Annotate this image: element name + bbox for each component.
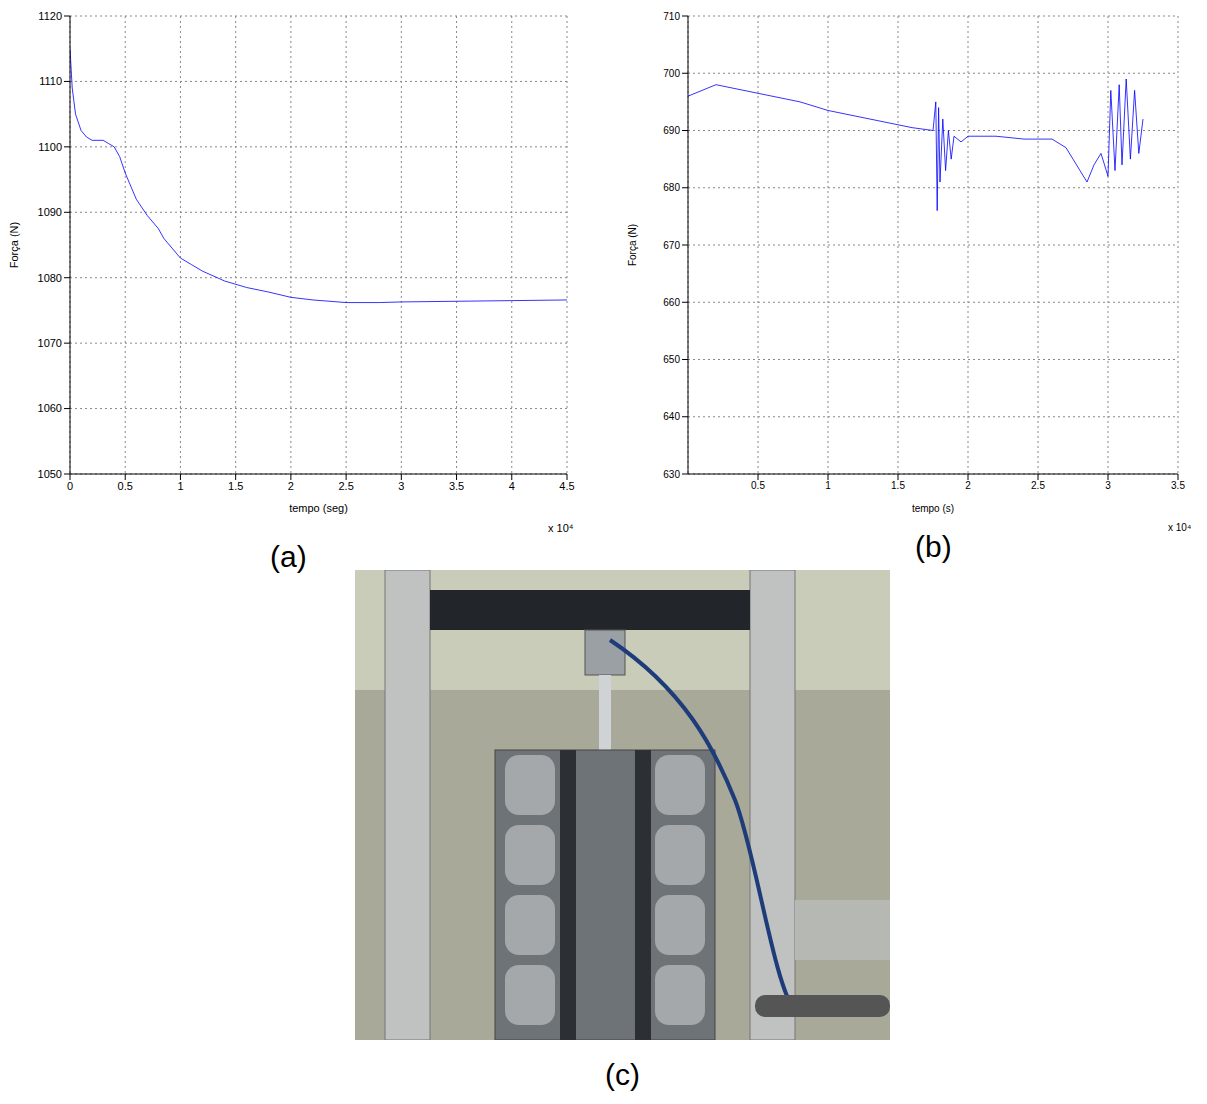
svg-text:1120: 1120	[38, 10, 62, 22]
svg-text:1.5: 1.5	[228, 480, 243, 492]
svg-text:650: 650	[663, 354, 680, 365]
svg-text:3: 3	[1105, 480, 1111, 491]
svg-text:1080: 1080	[38, 272, 62, 284]
svg-text:700: 700	[663, 68, 680, 79]
svg-text:1090: 1090	[38, 206, 62, 218]
svg-text:3: 3	[398, 480, 404, 492]
svg-text:2: 2	[965, 480, 971, 491]
svg-text:Força (N): Força (N)	[8, 222, 20, 268]
svg-text:710: 710	[663, 11, 680, 22]
svg-text:4: 4	[509, 480, 515, 492]
svg-text:1060: 1060	[38, 402, 62, 414]
svg-text:tempo (s): tempo (s)	[912, 503, 954, 514]
svg-text:1050: 1050	[38, 468, 62, 480]
svg-text:640: 640	[663, 411, 680, 422]
html-text:(b): (b)	[915, 530, 952, 563]
svg-text:2.5: 2.5	[338, 480, 353, 492]
svg-text:3.5: 3.5	[449, 480, 464, 492]
svg-text:680: 680	[663, 182, 680, 193]
svg-text:670: 670	[663, 240, 680, 251]
svg-text:1070: 1070	[38, 337, 62, 349]
svg-text:tempo (seg): tempo (seg)	[289, 502, 348, 514]
svg-text:1.5: 1.5	[891, 480, 905, 491]
svg-text:660: 660	[663, 297, 680, 308]
svg-text:2: 2	[288, 480, 294, 492]
svg-text:690: 690	[663, 125, 680, 136]
svg-text:Força (N): Força (N)	[627, 224, 638, 266]
svg-text:4.5: 4.5	[559, 480, 574, 492]
svg-text:0.5: 0.5	[118, 480, 133, 492]
svg-text:0.5: 0.5	[751, 480, 765, 491]
svg-text:1: 1	[177, 480, 183, 492]
svg-text:3.5: 3.5	[1171, 480, 1185, 491]
html-text:x 10⁴: x 10⁴	[1168, 522, 1192, 533]
svg-text:0: 0	[67, 480, 73, 492]
svg-text:1110: 1110	[39, 75, 62, 87]
html-text:x 10⁴: x 10⁴	[548, 522, 574, 534]
svg-text:1100: 1100	[38, 141, 62, 153]
svg-text:1: 1	[825, 480, 831, 491]
svg-text:630: 630	[663, 469, 680, 480]
html-text:(c): (c)	[605, 1058, 640, 1091]
svg-text:2.5: 2.5	[1031, 480, 1045, 491]
html-text:(a): (a)	[270, 540, 307, 573]
